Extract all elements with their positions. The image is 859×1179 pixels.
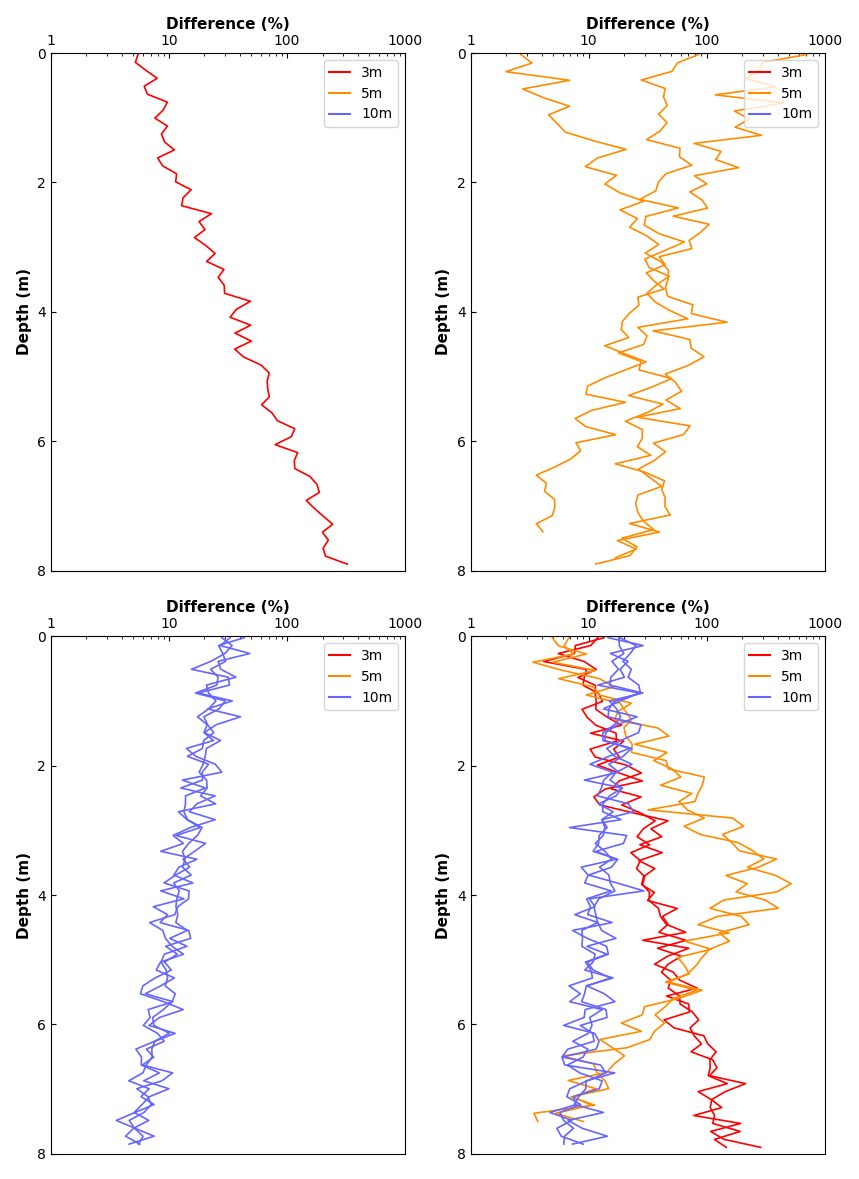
X-axis label: Difference (%): Difference (%) — [166, 17, 289, 32]
Y-axis label: Depth (m): Depth (m) — [436, 269, 452, 355]
X-axis label: Difference (%): Difference (%) — [586, 17, 710, 32]
Y-axis label: Depth (m): Depth (m) — [436, 851, 452, 938]
Legend: 3m, 5m, 10m: 3m, 5m, 10m — [324, 644, 398, 710]
X-axis label: Difference (%): Difference (%) — [166, 600, 289, 615]
X-axis label: Difference (%): Difference (%) — [586, 600, 710, 615]
Legend: 3m, 5m, 10m: 3m, 5m, 10m — [744, 644, 818, 710]
Y-axis label: Depth (m): Depth (m) — [16, 269, 32, 355]
Legend: 3m, 5m, 10m: 3m, 5m, 10m — [744, 60, 818, 127]
Y-axis label: Depth (m): Depth (m) — [16, 851, 32, 938]
Legend: 3m, 5m, 10m: 3m, 5m, 10m — [324, 60, 398, 127]
